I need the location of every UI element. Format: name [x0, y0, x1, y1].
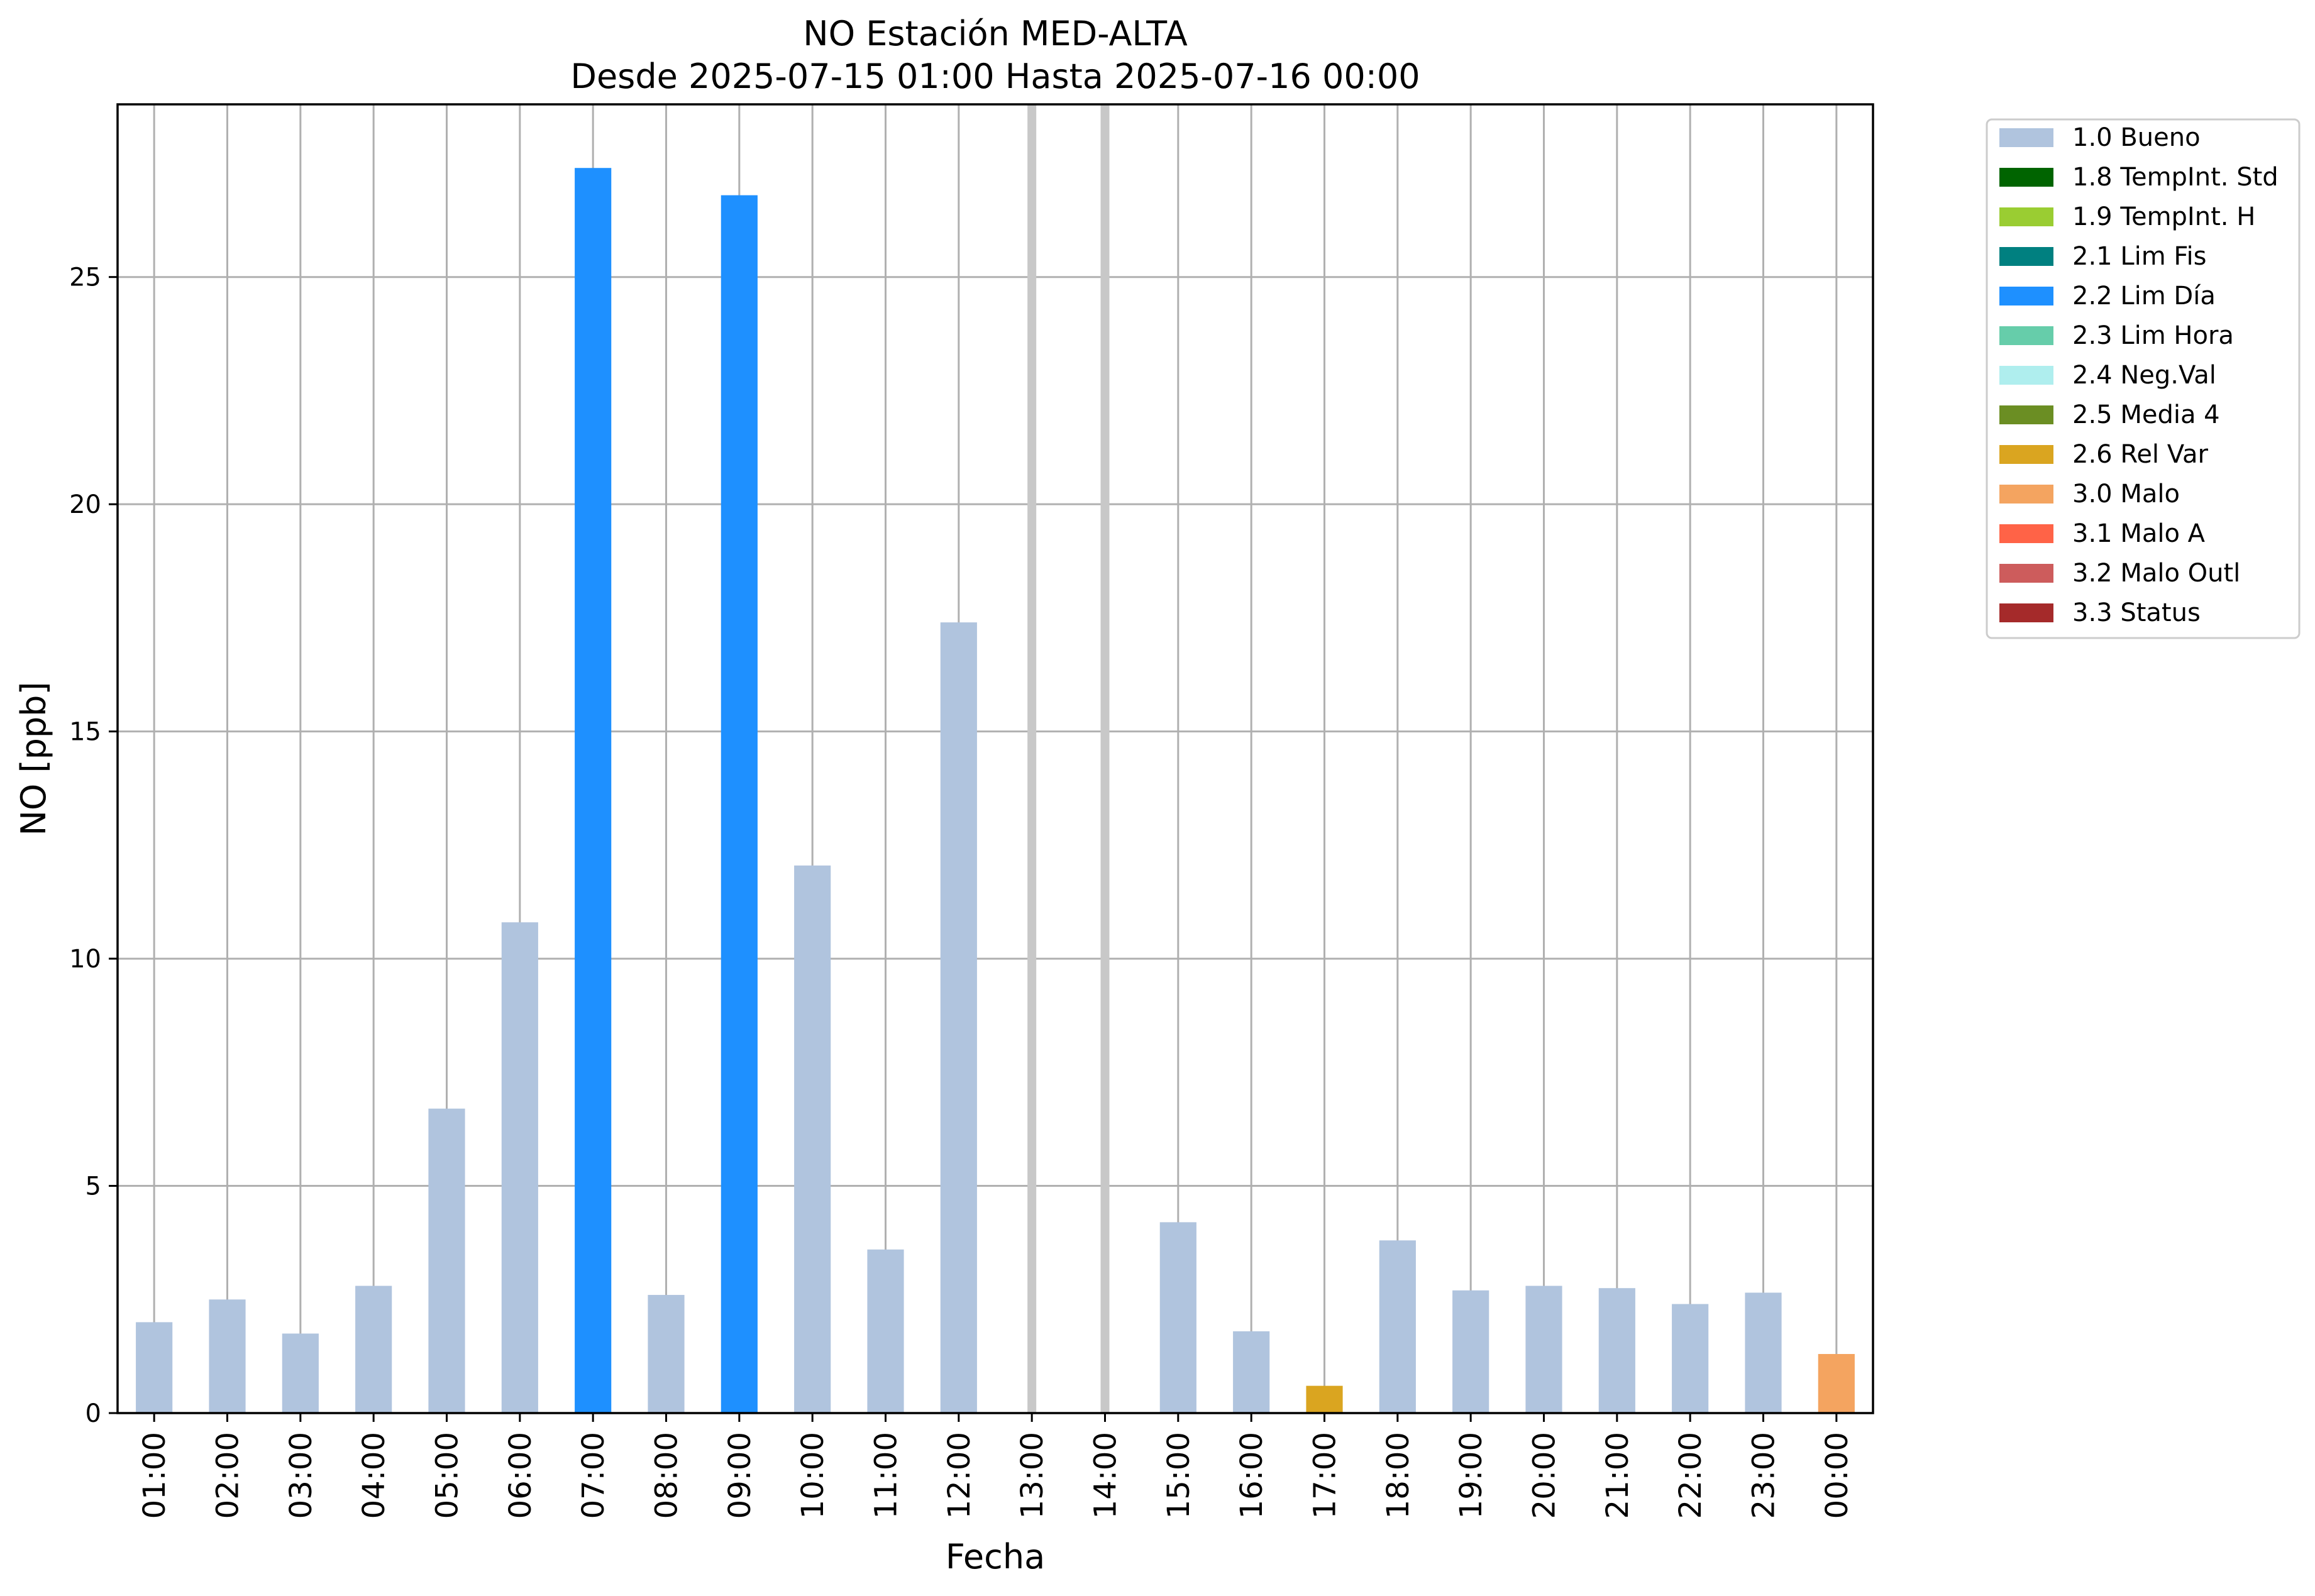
- x-tick-label: 18:00: [1381, 1432, 1416, 1519]
- bar: [1306, 1385, 1343, 1413]
- x-tick-label: 22:00: [1673, 1432, 1708, 1519]
- x-tick-label: 12:00: [942, 1432, 977, 1519]
- legend: 1.0 Bueno 1.8 TempInt. Std 1.9 TempInt. H 2…: [1986, 118, 2301, 639]
- legend-label: 2.1 Lim Fis: [2072, 242, 2206, 271]
- bar: [501, 922, 538, 1413]
- x-tick-label: 06:00: [503, 1432, 538, 1519]
- x-tick-label: 20:00: [1527, 1432, 1562, 1519]
- bar: [428, 1108, 465, 1413]
- legend-label: 2.5 Media 4: [2072, 400, 2220, 429]
- legend-label: 2.4 Neg.Val: [2072, 361, 2216, 390]
- bar: [1598, 1288, 1635, 1413]
- axes-frame: [116, 103, 1874, 1414]
- legend-swatch: [1999, 326, 2053, 345]
- bar: [1159, 1222, 1196, 1413]
- x-tick-label: 05:00: [430, 1432, 465, 1519]
- legend-swatch: [1999, 366, 2053, 385]
- x-tick-label: 15:00: [1161, 1432, 1196, 1519]
- y-axis-label: NO [ppb]: [14, 681, 53, 835]
- legend-swatch: [1999, 405, 2053, 424]
- legend-swatch: [1999, 603, 2053, 622]
- bar: [1379, 1240, 1416, 1413]
- x-tick-label: 02:00: [211, 1432, 246, 1519]
- y-tick-label: 5: [86, 1172, 101, 1201]
- bars-layer: [136, 168, 1855, 1413]
- legend-swatch: [1999, 247, 2053, 266]
- bar: [1745, 1292, 1782, 1413]
- x-tick-label: 08:00: [649, 1432, 685, 1519]
- legend-swatch: [1999, 445, 2053, 464]
- legend-label: 2.3 Lim Hora: [2072, 321, 2234, 350]
- ticks-layer: 0 5 10 15 20 25 01:00 02:00 03:00 04:00 05:00 06:00…: [69, 263, 1855, 1519]
- bar: [282, 1333, 319, 1413]
- bar: [1452, 1290, 1489, 1413]
- legend-swatch: [1999, 287, 2053, 305]
- y-tick-label: 25: [69, 263, 101, 292]
- x-tick-label: 19:00: [1454, 1432, 1489, 1519]
- x-tick-label: 21:00: [1600, 1432, 1635, 1519]
- y-tick-label: 0: [86, 1399, 101, 1428]
- bar: [1818, 1354, 1855, 1413]
- legend-label: 2.6 Rel Var: [2072, 440, 2209, 469]
- legend-swatch: [1999, 524, 2053, 543]
- legend-label: 1.8 TempInt. Std: [2072, 163, 2279, 192]
- bar: [1233, 1331, 1270, 1413]
- bar: [648, 1295, 685, 1413]
- bar: [1672, 1304, 1709, 1413]
- x-tick-label: 10:00: [795, 1432, 831, 1519]
- x-axis-label: Fecha: [946, 1537, 1045, 1577]
- y-tick-label: 15: [69, 718, 101, 747]
- legend-swatch: [1999, 128, 2053, 147]
- x-tick-label: 04:00: [356, 1432, 392, 1519]
- x-tick-label: 16:00: [1234, 1432, 1269, 1519]
- bar: [575, 168, 612, 1413]
- legend-swatch: [1999, 564, 2053, 583]
- legend-label: 1.0 Bueno: [2072, 123, 2201, 152]
- legend-label: 3.3 Status: [2072, 598, 2201, 627]
- legend-label: 3.2 Malo Outl: [2072, 559, 2240, 588]
- legend-label: 3.0 Malo: [2072, 480, 2180, 509]
- x-tick-label: 17:00: [1308, 1432, 1343, 1519]
- x-tick-label: 13:00: [1015, 1432, 1050, 1519]
- x-tick-label: 01:00: [137, 1432, 172, 1519]
- x-tick-label: 00:00: [1820, 1432, 1855, 1519]
- chart-title: NO Estación MED-ALTA: [803, 14, 1188, 53]
- x-tick-label: 09:00: [722, 1432, 758, 1519]
- missing-data-marker: [1100, 104, 1110, 1413]
- bar: [867, 1249, 904, 1413]
- bar: [136, 1322, 173, 1413]
- bar: [209, 1299, 246, 1413]
- x-tick-label: 14:00: [1088, 1432, 1124, 1519]
- bar: [794, 865, 831, 1413]
- chart-subtitle: Desde 2025-07-15 01:00 Hasta 2025-07-16 …: [570, 57, 1420, 96]
- bar: [355, 1285, 392, 1413]
- bar: [940, 622, 977, 1413]
- legend-swatch: [1999, 207, 2053, 226]
- y-tick-label: 20: [69, 490, 101, 519]
- legend-label: 3.1 Malo A: [2072, 519, 2206, 548]
- x-tick-label: 07:00: [576, 1432, 611, 1519]
- bar: [1525, 1285, 1562, 1413]
- x-tick-label: 23:00: [1747, 1432, 1782, 1519]
- bar: [721, 195, 758, 1413]
- missing-data-marker: [1027, 104, 1037, 1413]
- x-tick-label: 03:00: [284, 1432, 319, 1519]
- y-tick-label: 10: [69, 945, 101, 974]
- x-tick-label: 11:00: [869, 1432, 904, 1519]
- legend-label: 2.2 Lim Día: [2072, 282, 2216, 311]
- legend-label: 1.9 TempInt. H: [2072, 202, 2255, 231]
- legend-frame: [1986, 118, 2301, 639]
- legend-swatch: [1999, 485, 2053, 504]
- legend-swatch: [1999, 168, 2053, 187]
